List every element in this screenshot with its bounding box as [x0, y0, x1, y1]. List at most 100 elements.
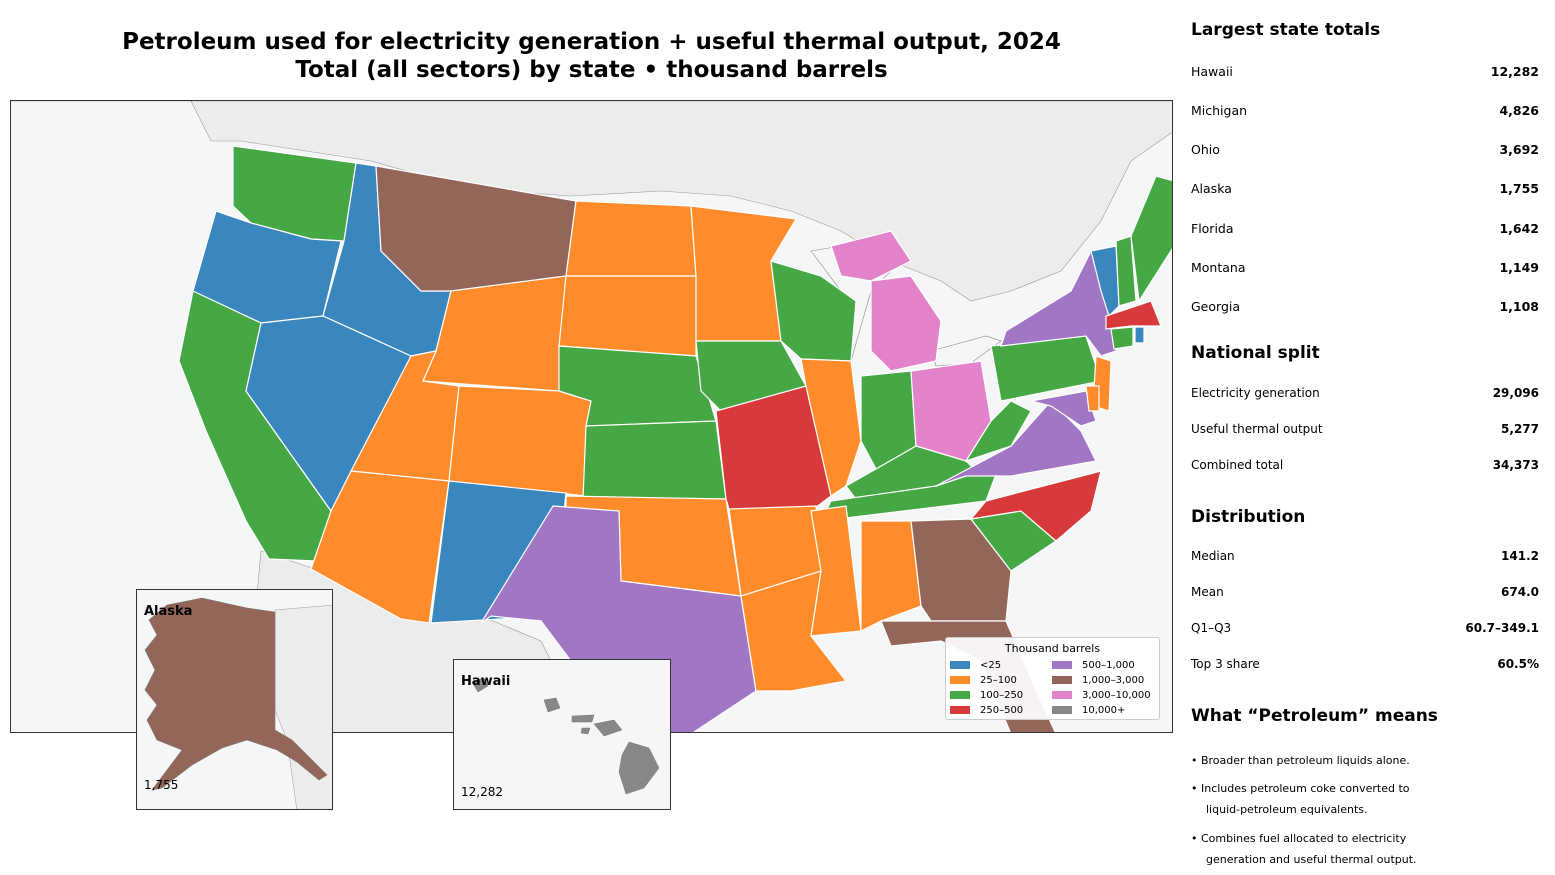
state-wyoming — [422, 275, 567, 392]
chart-title: Petroleum used for electricity generatio… — [10, 28, 1173, 84]
row-value: 29,096 — [1492, 386, 1539, 400]
row-label: Michigan — [1191, 103, 1248, 118]
row-label: Useful thermal output — [1191, 422, 1323, 436]
note-bullet: • Broader than petroleum liquids alone. — [1191, 754, 1410, 767]
legend-item: 1,000–3,000 — [1052, 674, 1144, 688]
state-rhode-island — [1134, 326, 1145, 344]
state-north-carolina — [969, 470, 1102, 542]
note-bullet-continued: generation and useful thermal output. — [1206, 853, 1417, 866]
distribution-row: Q1–Q3 60.7–349.1 — [1191, 619, 1539, 637]
map-legend: Thousand barrels <25 25–100 100–250 250–… — [945, 637, 1160, 720]
state-mississippi — [810, 505, 862, 637]
legend-item: 25–100 — [950, 674, 1017, 688]
state-vermont — [1090, 245, 1120, 318]
state-delaware — [1085, 385, 1100, 412]
state-michigan — [830, 230, 942, 372]
alaska-state — [144, 597, 328, 791]
legend-swatch — [1052, 676, 1072, 684]
legend-label: 25–100 — [980, 675, 1017, 686]
row-value: 1,108 — [1499, 299, 1539, 314]
row-value: 3,692 — [1499, 142, 1539, 157]
largest-totals-title: Largest state totals — [1191, 20, 1381, 40]
alaska-value: 1,755 — [144, 778, 179, 792]
legend-label: 10,000+ — [1082, 705, 1126, 716]
distribution-row: Top 3 share 60.5% — [1191, 655, 1539, 673]
state-virginia — [935, 400, 1097, 487]
state-massachusetts — [1105, 300, 1162, 330]
legend-label: 250–500 — [980, 705, 1024, 716]
state-south-dakota — [558, 275, 697, 357]
legend-swatch — [950, 676, 970, 684]
note-bullet: • Includes petroleum coke converted to — [1191, 782, 1410, 795]
legend-item: 100–250 — [950, 689, 1023, 703]
row-value: 1,755 — [1499, 181, 1539, 196]
legend-title: Thousand barrels — [1004, 642, 1101, 655]
row-label: Florida — [1191, 221, 1234, 236]
split-row: Useful thermal output 5,277 — [1191, 420, 1539, 438]
row-label: Mean — [1191, 585, 1224, 599]
note-bullet-continued: liquid-petroleum equivalents. — [1206, 803, 1368, 816]
largest-row: Georgia 1,108 — [1191, 298, 1539, 316]
state-kansas — [582, 420, 727, 500]
alaska-label: Alaska — [144, 604, 193, 619]
distribution-title: Distribution — [1191, 507, 1306, 527]
legend-swatch — [950, 661, 970, 669]
main-map — [10, 100, 1173, 733]
row-label: Median — [1191, 549, 1235, 563]
canada-yukon-land — [274, 604, 332, 809]
national-split-title: National split — [1191, 343, 1320, 363]
row-label: Hawaii — [1191, 64, 1233, 79]
legend-label: 100–250 — [980, 690, 1024, 701]
title-line-1: Petroleum used for electricity generatio… — [122, 29, 1061, 55]
state-connecticut — [1110, 326, 1134, 350]
state-colorado — [448, 385, 592, 497]
state-maryland — [1030, 390, 1097, 427]
legend-swatch — [1052, 691, 1072, 699]
row-label: Top 3 share — [1191, 657, 1260, 671]
row-label: Georgia — [1191, 299, 1241, 314]
row-value: 12,282 — [1490, 64, 1539, 79]
row-label: Combined total — [1191, 458, 1284, 472]
island-oahu — [543, 697, 561, 713]
state-new-hampshire — [1115, 235, 1137, 307]
island-molokai — [571, 714, 595, 723]
hawaii-value: 12,282 — [461, 785, 503, 799]
legend-swatch — [950, 706, 970, 714]
island-maui — [593, 719, 623, 737]
legend-label: <25 — [980, 660, 1002, 671]
split-row: Combined total 34,373 — [1191, 456, 1539, 474]
distribution-row: Mean 674.0 — [1191, 583, 1539, 601]
row-value: 674.0 — [1501, 585, 1539, 599]
distribution-row: Median 141.2 — [1191, 547, 1539, 565]
largest-row: Michigan 4,826 — [1191, 102, 1539, 120]
alaska-canvas — [144, 597, 332, 809]
row-value: 4,826 — [1499, 103, 1539, 118]
state-maine — [1130, 175, 1172, 303]
title-line-2: Total (all sectors) by state • thousand … — [295, 57, 888, 83]
legend-swatch — [1052, 661, 1072, 669]
state-new-york — [1000, 250, 1117, 357]
map-canvas — [11, 101, 1172, 732]
row-value: 60.7–349.1 — [1465, 621, 1539, 635]
row-label: Electricity generation — [1191, 386, 1320, 400]
legend-label: 500–1,000 — [1082, 660, 1135, 671]
legend-item: 3,000–10,000 — [1052, 689, 1151, 703]
legend-swatch — [1052, 706, 1072, 714]
row-value: 141.2 — [1501, 549, 1539, 563]
hawaii-islands — [471, 677, 660, 795]
row-label: Ohio — [1191, 142, 1220, 157]
hawaii-inset: Hawaii 12,282 — [453, 659, 671, 810]
split-row: Electricity generation 29,096 — [1191, 384, 1539, 402]
hawaii-canvas — [471, 677, 660, 795]
largest-row: Montana 1,149 — [1191, 259, 1539, 277]
island-lanai — [580, 727, 591, 735]
state-texas — [480, 505, 757, 732]
largest-row: Hawaii 12,282 — [1191, 63, 1539, 81]
state-alabama — [860, 520, 922, 632]
row-value: 34,373 — [1492, 458, 1539, 472]
row-label: Q1–Q3 — [1191, 621, 1232, 635]
lake-erie — [930, 335, 1002, 367]
legend-item: 10,000+ — [1052, 704, 1125, 718]
row-value: 60.5% — [1497, 657, 1539, 671]
state-west-virginia — [964, 400, 1032, 463]
